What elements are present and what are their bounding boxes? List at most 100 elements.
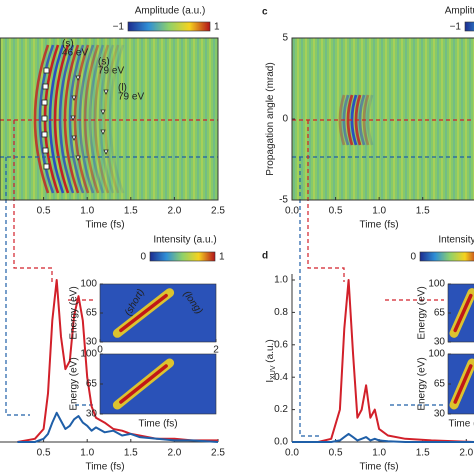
inset-x-tick-label: 2 [213, 345, 219, 356]
panel-label: d [262, 251, 268, 262]
x-tick-label: 2.5 [211, 206, 225, 217]
panel-label: c [262, 7, 268, 18]
wave-crest [78, 44, 95, 194]
y-tick-label: 0 [282, 114, 288, 125]
x-tick-label: 0.0 [285, 448, 299, 459]
inset-y-label: Energy (eV) [69, 357, 80, 410]
wave-crest [108, 44, 125, 194]
annotation: (s) [62, 39, 74, 50]
wave-crest [88, 44, 105, 194]
inset-y-label: Energy (eV) [69, 286, 80, 339]
y-axis-label: IXUV (a.u.) [265, 339, 277, 382]
inset-y-tick-label: 65 [434, 379, 446, 390]
y-tick-label: 0.8 [274, 307, 288, 318]
inset-y-tick-label: 100 [428, 279, 445, 290]
wave-crest [33, 44, 50, 194]
x-axis-label: Time (fs) [85, 220, 124, 231]
wave-crest [358, 94, 366, 146]
wave-crest [68, 44, 85, 194]
inset-y-tick-label: 65 [86, 379, 98, 390]
colorbar-tick-label: 0 [410, 252, 416, 263]
inset-y-tick-label: 100 [80, 279, 97, 290]
y-tick-label: 0.6 [274, 339, 288, 350]
x-axis-label: Time (fs) [359, 462, 398, 473]
plot-frame [0, 37, 219, 201]
x-tick-label: 1.5 [124, 448, 138, 459]
wave-crest [338, 94, 346, 146]
inset-x-tick-label: 0 [97, 345, 103, 356]
inset-y-tick-label: 100 [80, 349, 97, 360]
wave-images [0, 38, 474, 200]
wave-crest [73, 44, 90, 194]
inset-y-tick-label: 30 [86, 337, 98, 348]
annotation: 79 eV [98, 66, 124, 77]
colorbar-tick-label: 1 [219, 252, 225, 263]
colorbar-label: Intensity (a.u.) [438, 235, 474, 246]
colorbar-label: Amplitude (a.u.) [135, 6, 206, 17]
wave-crest [63, 44, 80, 194]
colorbar-label: Intensity (a.u.) [153, 235, 216, 246]
x-tick-label: 1.0 [372, 206, 386, 217]
colorbar-tick-label: −1 [113, 22, 125, 33]
x-tick-label: 0.5 [37, 206, 51, 217]
inset-y-tick-label: 100 [428, 349, 445, 360]
wave-crest [103, 44, 120, 194]
series-line [292, 279, 474, 443]
colorbar [127, 21, 211, 32]
x-axis-label: Time (fs) [359, 220, 398, 231]
y-tick-label: 0.2 [274, 404, 288, 415]
inset-streak-core [119, 293, 168, 333]
colorbar-tick-label: −1 [450, 22, 462, 33]
wave-image [292, 38, 474, 200]
y-tick-label: 1.0 [274, 275, 288, 286]
colorbar-tick-label: 1 [214, 22, 220, 33]
wave-crest [93, 44, 110, 194]
x-tick-label: 1.0 [80, 448, 94, 459]
trajectory-markers [41, 67, 109, 170]
colorbar [419, 251, 474, 262]
inset-streak-core [453, 293, 473, 333]
wave-crest [38, 44, 55, 194]
annotation: 46 eV [62, 48, 88, 59]
annotation: (s) [98, 57, 110, 68]
inset-x-label: Time (fs) [448, 419, 474, 430]
series-line [17, 411, 219, 443]
x-tick-label: 0.5 [37, 448, 51, 459]
y-tick-label: -5 [279, 195, 288, 206]
series-line [17, 279, 218, 443]
inset-x-label: Time (fs) [138, 419, 177, 430]
inset-streak-core [119, 364, 168, 404]
colorbar-label: Amplitude (a.u.) [445, 6, 474, 17]
wave-crest [58, 44, 75, 194]
x-tick-label: 0.5 [329, 206, 343, 217]
annotation: (l) [118, 83, 127, 94]
inset-y-tick-label: 30 [434, 337, 446, 348]
series-line [292, 432, 474, 443]
x-tick-label: 1.0 [80, 206, 94, 217]
x-tick-label: 0.0 [285, 206, 299, 217]
wave-crest [98, 44, 115, 194]
y-axis-label-unit: (a.u.) [265, 339, 276, 365]
x-tick-label: 1.5 [416, 206, 430, 217]
colorbar-tick-label: 0 [140, 252, 146, 263]
y-tick-label: 5 [282, 33, 288, 44]
wave-crest [366, 94, 374, 146]
guide-arrows [0, 119, 474, 437]
x-axis-label: Time (fs) [85, 462, 124, 473]
annotation: 79 eV [118, 92, 144, 103]
wave-crest [53, 44, 70, 194]
colorbar [464, 21, 474, 32]
colorbar [149, 251, 216, 262]
inset-streak-core [453, 364, 473, 404]
inset-y-tick-label: 65 [434, 308, 446, 319]
inset-y-tick-label: 30 [434, 409, 446, 420]
wave-crest [48, 44, 65, 194]
inset-y-label: Energy (eV) [417, 357, 428, 410]
y-axis-label-main: Propagation angle (mrad) [265, 62, 276, 175]
inset-y-label: Energy (eV) [417, 286, 428, 339]
inset-y-tick-label: 65 [86, 308, 98, 319]
y-tick-label: 0.4 [274, 372, 288, 383]
y-axis-label-sub: XUV [270, 365, 277, 380]
